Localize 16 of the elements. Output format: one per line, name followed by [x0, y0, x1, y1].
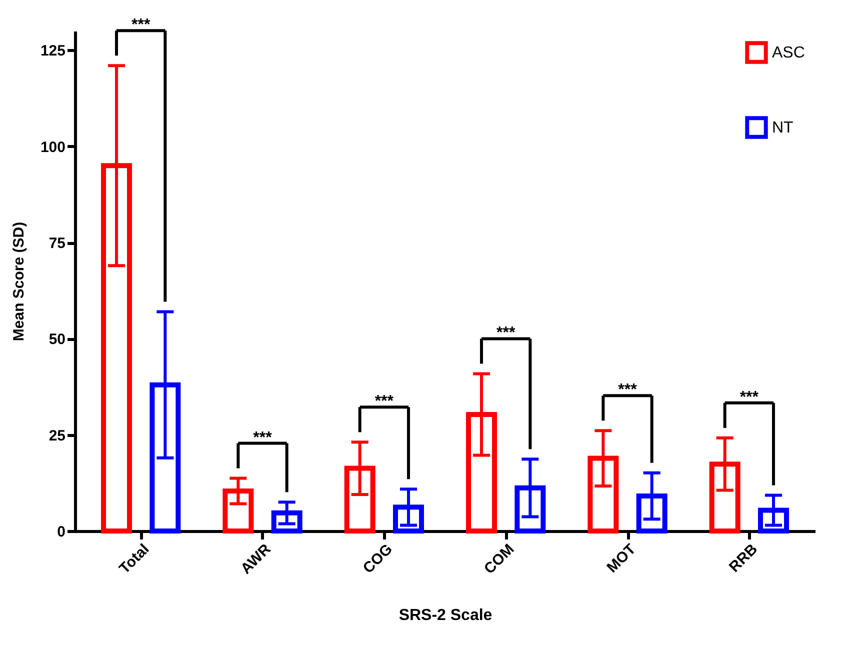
- annotation: ***: [131, 16, 151, 34]
- y-tick-label: 50: [48, 331, 66, 348]
- annotation: ***: [740, 388, 760, 406]
- y-axis-title: Mean Score (SD): [10, 222, 28, 342]
- y-tick-label: 100: [40, 138, 66, 156]
- annotation: ***: [374, 393, 394, 410]
- x-axis-title: SRS-2 Scale: [398, 606, 492, 624]
- legend-label: NT: [772, 120, 794, 136]
- y-tick-label: 0: [57, 524, 66, 540]
- annotation: ***: [496, 324, 516, 342]
- annotation: ***: [618, 382, 638, 399]
- y-tick-label: 125: [40, 42, 66, 60]
- y-tick-label: 25: [48, 427, 66, 444]
- annotation: ***: [253, 429, 273, 446]
- y-tick-label: 75: [48, 235, 66, 252]
- legend-label: ASC: [772, 44, 805, 62]
